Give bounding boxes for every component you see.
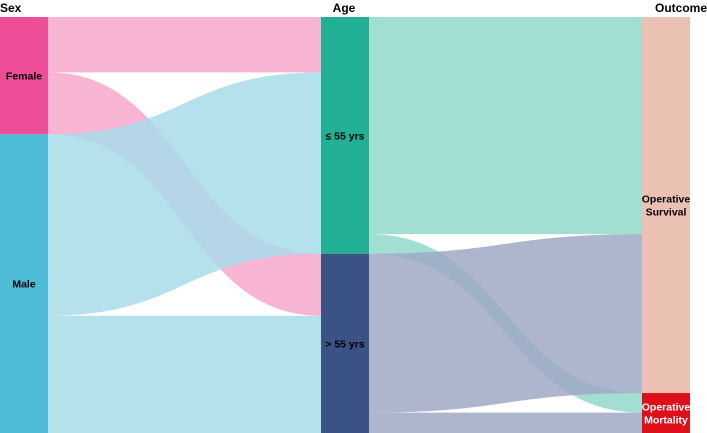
column-header-age: Age [333,1,356,15]
node-female [0,17,48,135]
link-male-to-le55 [48,72,321,316]
link-female-to-le55 [48,17,321,73]
node-label-mortality: Operative Mortality [642,402,691,427]
node-label-survival: Operative Survival [642,194,691,219]
column-headers: Sex Age Outcome [0,1,707,15]
node-label-le55: ≤ 55 yrs [325,130,364,142]
nodes-layer [0,17,690,433]
node-le55 [321,17,369,254]
node-mortality [642,393,690,433]
links-layer [48,17,642,433]
link-gt55-to-mortality [369,412,642,433]
node-label-male: Male [12,279,36,291]
node-gt55 [321,253,369,433]
column-header-sex: Sex [0,1,22,15]
column-header-outcome: Outcome [655,1,707,15]
link-gt55-to-survival [369,234,642,413]
link-le55-to-survival [369,17,642,235]
node-male [0,134,48,433]
node-label-female: Female [6,71,42,83]
node-label-gt55: > 55 yrs [325,338,365,350]
link-male-to-gt55 [48,315,321,433]
node-survival [642,17,690,394]
labels-layer: Female Male ≤ 55 yrs > 55 yrs Operative Survi… [6,71,690,427]
